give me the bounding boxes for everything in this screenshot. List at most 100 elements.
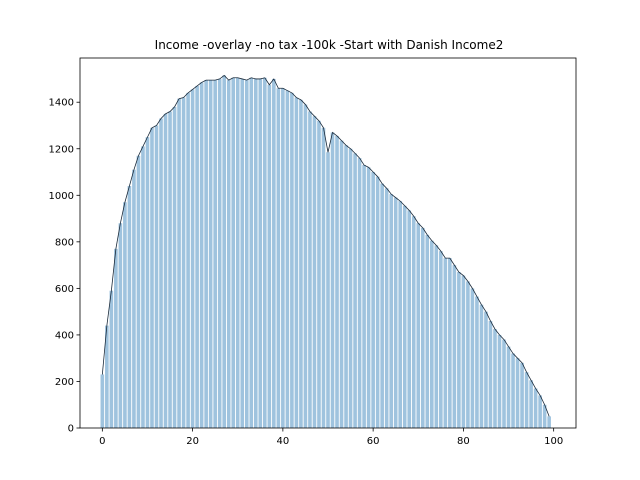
bar: [407, 210, 412, 428]
bar: [181, 97, 186, 428]
bar: [159, 118, 163, 428]
x-tick-label: 0: [99, 436, 105, 447]
bar: [348, 148, 353, 429]
bar: [493, 329, 497, 428]
bar: [204, 80, 208, 428]
bar: [308, 111, 312, 429]
y-tick-label: 200: [55, 377, 74, 388]
bar: [136, 155, 141, 429]
bar: [416, 223, 421, 428]
bar: [524, 372, 529, 428]
bar: [213, 80, 217, 428]
bar: [267, 84, 272, 428]
bar: [172, 106, 177, 429]
bar: [321, 127, 326, 429]
bar: [208, 80, 213, 428]
bar: [272, 78, 276, 429]
bar: [425, 234, 430, 428]
bar: [470, 288, 475, 428]
bar: [429, 240, 434, 428]
bar: [538, 395, 542, 428]
bar: [484, 311, 488, 428]
bar: [118, 223, 123, 428]
bar: [339, 140, 344, 429]
y-tick-label: 1400: [49, 98, 74, 109]
bar: [506, 346, 511, 428]
bar: [488, 320, 493, 428]
bar: [281, 88, 285, 428]
bar: [357, 158, 362, 428]
bar: [222, 75, 227, 429]
bar: [457, 272, 461, 428]
bar: [317, 120, 321, 428]
bar: [217, 78, 222, 429]
bar: [443, 258, 448, 428]
bar: [461, 275, 466, 428]
bar: [150, 127, 154, 429]
x-tick-label: 40: [277, 436, 290, 447]
bar: [362, 165, 366, 429]
bar: [190, 89, 195, 428]
bar: [389, 194, 393, 428]
y-tick-label: 0: [68, 424, 74, 435]
y-tick-label: 1200: [49, 144, 74, 155]
bar: [542, 404, 547, 428]
bar: [420, 227, 425, 428]
bar: [109, 290, 114, 428]
x-tick-label: 20: [186, 436, 199, 447]
bar: [114, 248, 118, 428]
bar: [163, 113, 168, 428]
bar: [466, 281, 470, 428]
bar: [398, 201, 403, 428]
bar: [479, 304, 484, 428]
bar: [168, 111, 172, 429]
bar: [439, 251, 443, 428]
chart-title: Income -overlay -no tax -100k -Start wit…: [155, 38, 504, 52]
bar: [231, 77, 236, 428]
y-tick-label: 400: [55, 330, 74, 341]
bar: [330, 132, 335, 429]
bar: [235, 77, 240, 428]
bar: [141, 146, 145, 428]
bar: [285, 90, 290, 428]
bar: [335, 135, 339, 428]
bar: [105, 325, 109, 428]
bar: [226, 80, 231, 428]
bar: [195, 85, 199, 428]
bar: [186, 92, 190, 428]
y-tick-label: 800: [55, 237, 74, 248]
bar: [520, 362, 524, 428]
overlay-line: [101, 74, 550, 417]
bar: [502, 339, 506, 428]
bar: [393, 197, 398, 428]
bar: [402, 205, 407, 428]
x-tick-label: 100: [544, 436, 563, 447]
bar: [515, 358, 520, 428]
y-tick-label: 600: [55, 284, 74, 295]
bar: [366, 167, 371, 428]
y-tick-label: 1000: [49, 191, 74, 202]
bar: [375, 176, 380, 428]
bar: [100, 374, 105, 428]
bar: [434, 245, 439, 428]
bar: [511, 353, 515, 428]
bar: [529, 380, 533, 428]
bar: [240, 78, 245, 429]
bar: [132, 169, 136, 428]
bar: [303, 104, 308, 428]
bar: [326, 152, 330, 428]
bar: [253, 78, 258, 429]
bar: [294, 97, 299, 428]
bar: [533, 388, 538, 428]
bar: [448, 258, 452, 428]
bar: [244, 80, 249, 428]
bar: [276, 88, 281, 428]
bar: [497, 334, 502, 428]
bar: [154, 125, 159, 428]
bar: [452, 265, 457, 428]
x-tick-label: 80: [457, 436, 470, 447]
bar: [299, 99, 303, 429]
bar: [177, 98, 181, 428]
bar: [199, 82, 204, 428]
